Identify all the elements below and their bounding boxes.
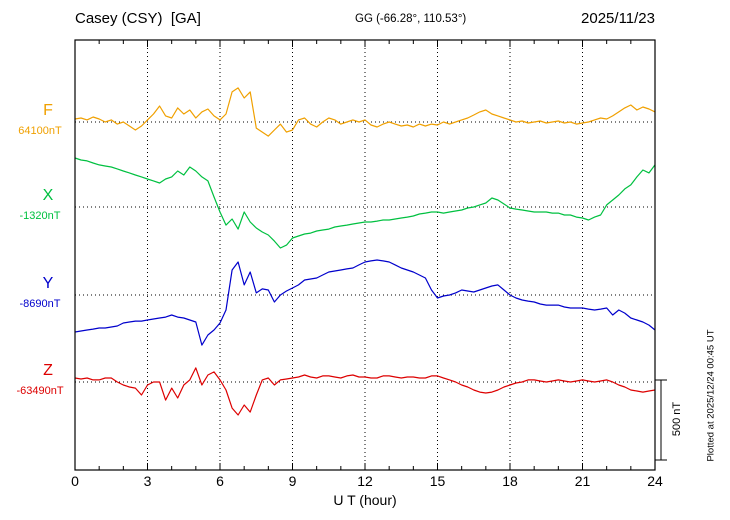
plot-date: 2025/11/23 bbox=[581, 10, 655, 27]
trace-Y bbox=[74, 259, 656, 346]
x-tick-label: 0 bbox=[71, 473, 79, 489]
x-tick-label: 12 bbox=[357, 473, 373, 489]
series-baseline-value-Y: -8690nT bbox=[19, 298, 61, 310]
trace-X bbox=[74, 157, 656, 249]
series-baseline-value-F: 64100nT bbox=[18, 125, 62, 137]
x-tick-label: 9 bbox=[289, 473, 297, 489]
series-label-F: F bbox=[43, 102, 53, 119]
scale-bar-label: 500 nT bbox=[671, 401, 683, 437]
trace-Z bbox=[74, 367, 656, 416]
series-label-Y: Y bbox=[42, 275, 54, 292]
plot-frame bbox=[74, 39, 656, 471]
plotted-at-note: Plotted at 2025/12/24 00:45 UT bbox=[705, 329, 717, 462]
series-baseline-value-X: -1320nT bbox=[19, 210, 61, 222]
series-label-X: X bbox=[42, 187, 54, 204]
geographic-coordinates: GG (-66.28°, 110.53°) bbox=[355, 13, 467, 25]
x-tick-label: 3 bbox=[144, 473, 152, 489]
series-label-Z: Z bbox=[43, 362, 53, 379]
station-title: Casey (CSY) [GA] bbox=[75, 10, 201, 27]
x-tick-label: 21 bbox=[575, 473, 591, 489]
x-axis-label: U T (hour) bbox=[333, 492, 397, 508]
trace-F bbox=[74, 87, 656, 137]
x-tick-label: 15 bbox=[430, 473, 446, 489]
x-tick-label: 6 bbox=[216, 473, 224, 489]
x-tick-label: 18 bbox=[502, 473, 518, 489]
series-baseline-value-Z: -63490nT bbox=[16, 385, 64, 397]
x-tick-label: 24 bbox=[647, 473, 663, 489]
